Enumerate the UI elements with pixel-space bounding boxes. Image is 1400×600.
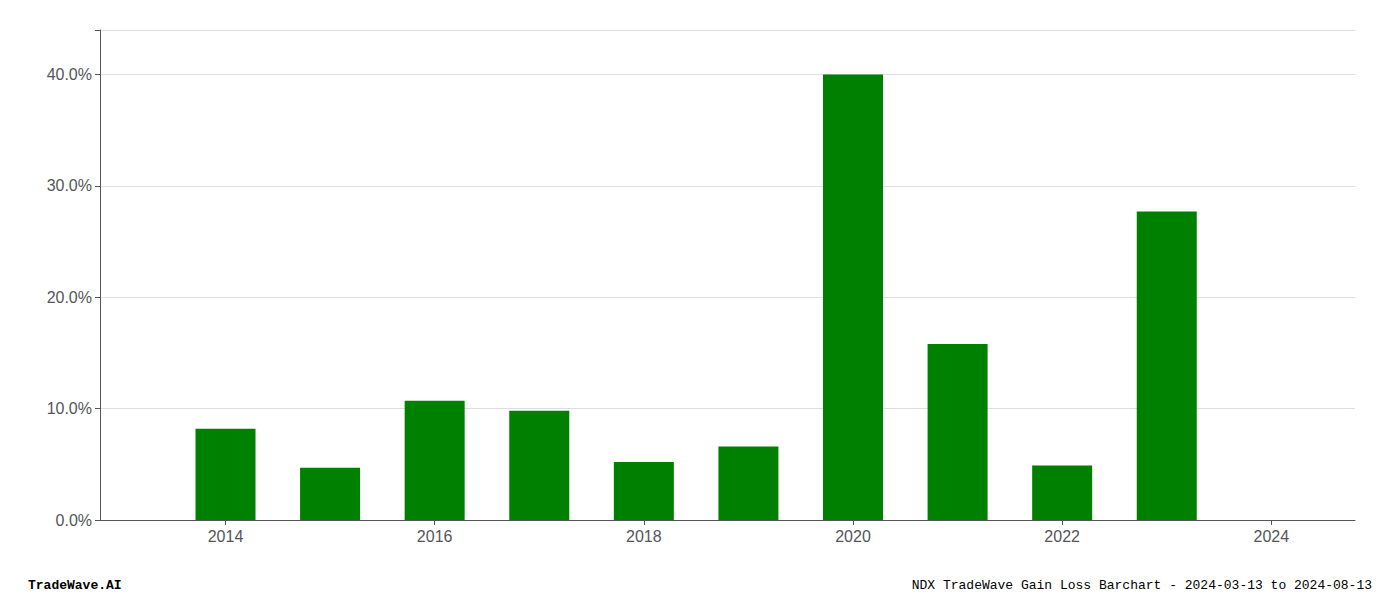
svg-text:2014: 2014 xyxy=(208,528,244,545)
svg-text:2024: 2024 xyxy=(1254,528,1290,545)
svg-text:10.0%: 10.0% xyxy=(47,400,92,417)
svg-text:20.0%: 20.0% xyxy=(47,289,92,306)
svg-text:2020: 2020 xyxy=(835,528,871,545)
svg-text:30.0%: 30.0% xyxy=(47,177,92,194)
svg-text:2022: 2022 xyxy=(1044,528,1080,545)
svg-text:2018: 2018 xyxy=(626,528,662,545)
svg-text:2016: 2016 xyxy=(417,528,453,545)
svg-text:TradeWave.AI: TradeWave.AI xyxy=(28,578,122,593)
svg-text:40.0%: 40.0% xyxy=(47,66,92,83)
svg-text:0.0%: 0.0% xyxy=(56,512,92,529)
svg-text:NDX TradeWave Gain Loss Barcha: NDX TradeWave Gain Loss Barchart - 2024-… xyxy=(912,578,1372,593)
